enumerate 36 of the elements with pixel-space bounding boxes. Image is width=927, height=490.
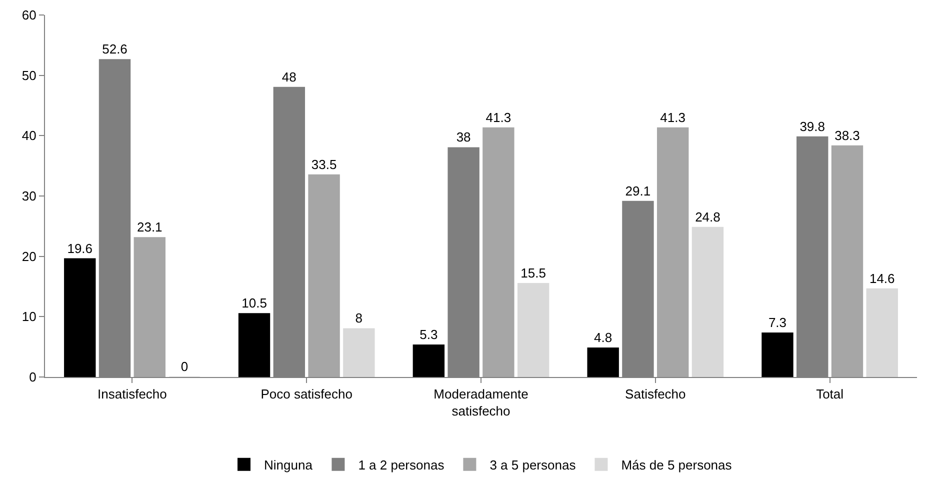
x-tick-label: Total: [816, 386, 844, 402]
data-label: 19.6: [67, 240, 93, 256]
data-label: 7.3: [768, 314, 787, 330]
data-label: 10.5: [242, 296, 267, 311]
data-label: 29.1: [625, 183, 651, 198]
data-label: 23.1: [136, 220, 162, 235]
data-label: 4.8: [594, 330, 612, 346]
data-label: 38.3: [834, 128, 860, 143]
y-tick-label: 30: [22, 188, 36, 204]
data-label: 41.3: [660, 110, 686, 125]
data-label: 52.6: [102, 42, 128, 57]
data-label: 39.8: [800, 118, 826, 134]
data-label: 33.5: [311, 156, 337, 172]
data-label: 0: [180, 359, 188, 374]
y-tick-label: 50: [22, 68, 36, 83]
data-label: 8: [355, 310, 363, 326]
data-label: 24.8: [695, 209, 720, 224]
data-label: 14.6: [869, 270, 895, 286]
data-label: 5.3: [420, 327, 438, 342]
x-tick-label: Insatisfecho: [98, 386, 167, 402]
y-tick-label: 40: [22, 128, 36, 144]
data-label: 15.5: [520, 265, 546, 280]
data-label: 38: [456, 130, 471, 145]
legend-label: Más de 5 personas: [621, 457, 732, 472]
legend-label: 3 a 5 personas: [490, 457, 576, 472]
x-tick-label: Moderadamente satisfecho: [434, 386, 528, 418]
data-label: 41.3: [486, 110, 512, 125]
legend-label: Ninguna: [264, 457, 314, 472]
x-tick-label: Poco satisfecho: [260, 386, 352, 402]
x-tick-label: Satisfecho: [625, 386, 686, 402]
data-label: 48: [282, 69, 296, 84]
y-tick-label: 10: [22, 309, 36, 324]
y-tick-label: 60: [22, 8, 36, 23]
y-tick-label: 0: [29, 370, 36, 385]
y-tick-label: 20: [22, 248, 36, 264]
legend-label: 1 a 2 personas: [358, 457, 445, 472]
